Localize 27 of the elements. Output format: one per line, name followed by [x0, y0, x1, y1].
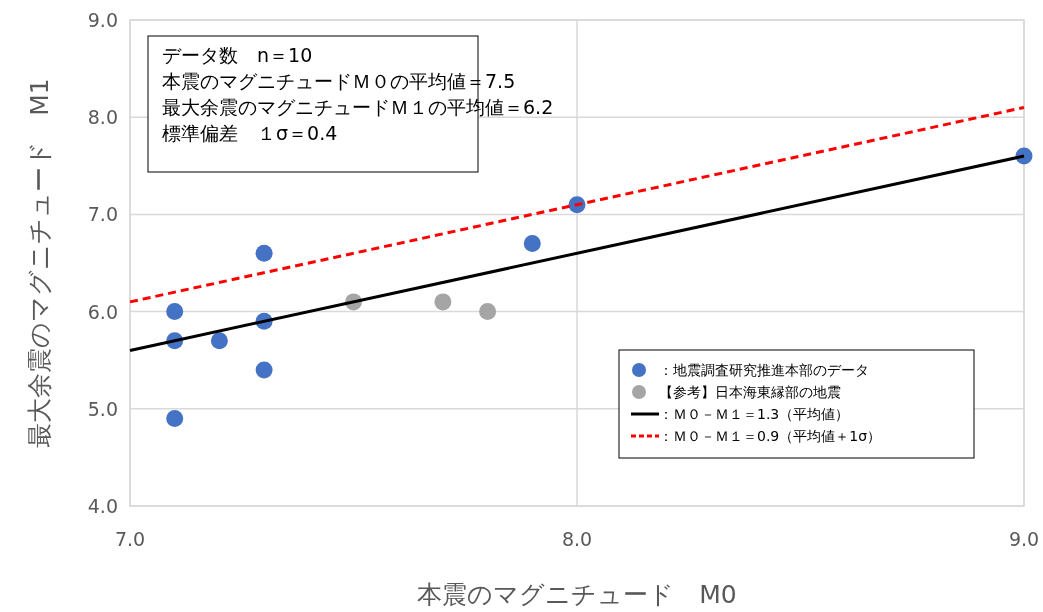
point	[255, 361, 273, 379]
point	[255, 244, 273, 262]
y-tick-label: 6.0	[87, 300, 118, 323]
annotation: 標準偏差 １σ＝0.4	[162, 122, 338, 144]
legend-label: 【参考】日本海東縁部の地震	[659, 384, 841, 400]
legend-label: ：Ｍ０－Ｍ１＝1.3（平均値）	[659, 406, 850, 422]
point	[434, 293, 452, 311]
y-tick-label: 5.0	[87, 397, 118, 420]
x-tick-label: 8.0	[561, 528, 593, 550]
point	[210, 332, 228, 350]
point	[166, 410, 184, 428]
point	[523, 235, 541, 253]
y-tick-label: 8.0	[87, 106, 118, 129]
x-tick-label: 7.0	[114, 528, 146, 550]
y-tick-label: 4.0	[87, 495, 118, 517]
annotation: 本震のマグニチュードＭ０の平均値＝7.5	[162, 70, 516, 92]
y-tick-label: 7.0	[87, 203, 118, 226]
legend-label: ：地震調査研究推進本部のデータ	[659, 362, 869, 378]
point	[479, 303, 497, 321]
legend-label: ：Ｍ０－Ｍ１＝0.9（平均値＋1σ）	[659, 428, 882, 444]
y-axis-title: 最大余震のマグニチュード M1	[25, 78, 54, 448]
point	[166, 303, 184, 321]
x-tick-label: 9.0	[1008, 528, 1040, 550]
annotation: データ数 n＝10	[162, 44, 313, 66]
x-axis-title: 本震のマグニチュード M0	[417, 580, 737, 609]
y-tick-label: 9.0	[87, 9, 118, 31]
annotation: 最大余震のマグニチュードＭ１の平均値＝6.2	[162, 96, 554, 118]
